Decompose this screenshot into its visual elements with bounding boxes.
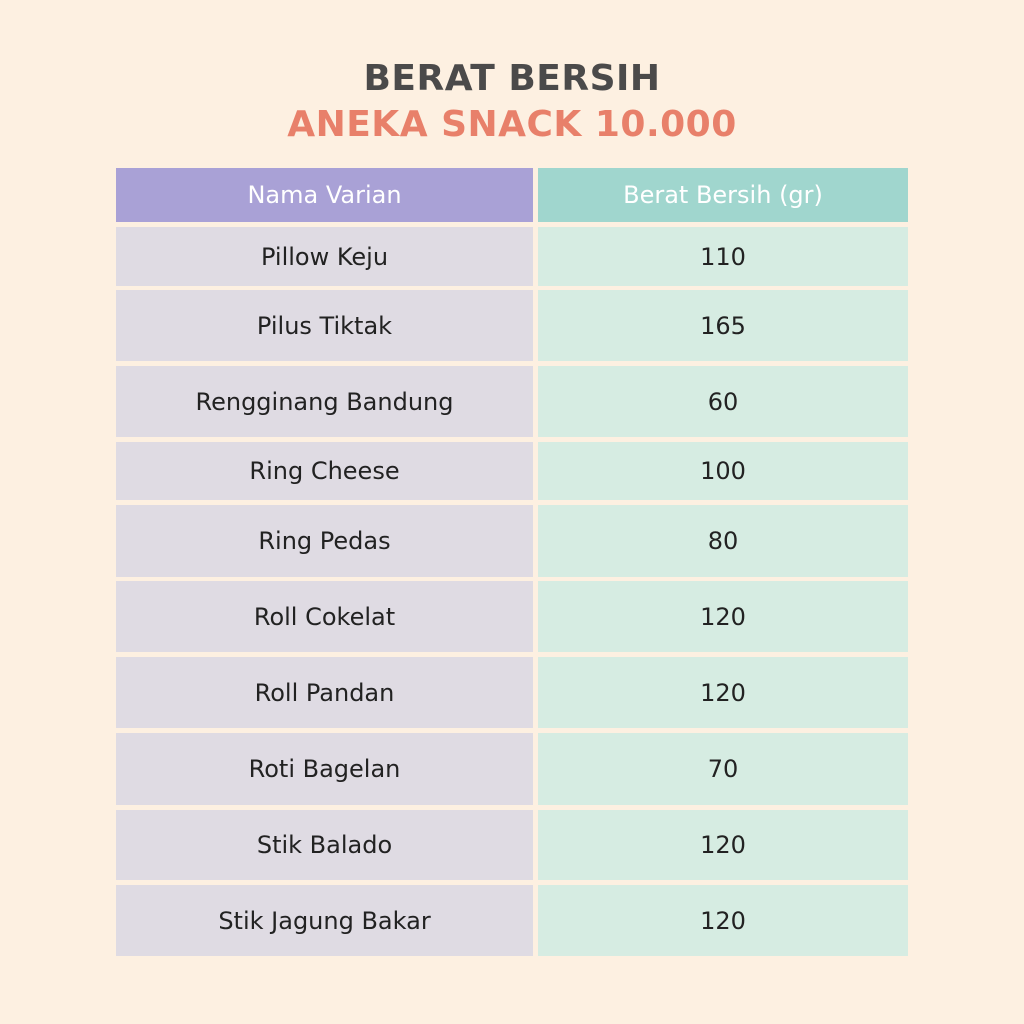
- variant-name-cell: Pillow Keju: [116, 227, 533, 286]
- variant-name-cell: Stik Balado: [116, 810, 533, 880]
- variant-name-cell: Rengginang Bandung: [116, 366, 533, 437]
- variant-name-cell: Ring Pedas: [116, 505, 533, 577]
- header-nama-varian: Nama Varian: [116, 168, 533, 222]
- title-line-1: BERAT BERSIH: [363, 58, 661, 99]
- variant-name-cell: Pilus Tiktak: [116, 290, 533, 361]
- variant-name-cell: Stik Jagung Bakar: [116, 885, 533, 956]
- net-weight-cell: 100: [538, 442, 908, 500]
- net-weight-cell: 80: [538, 505, 908, 577]
- net-weight-cell: 70: [538, 733, 908, 805]
- variant-name-cell: Roll Pandan: [116, 657, 533, 728]
- net-weight-cell: 165: [538, 290, 908, 361]
- variant-name-cell: Roll Cokelat: [116, 581, 533, 652]
- net-weight-cell: 120: [538, 810, 908, 880]
- variant-name-cell: Ring Cheese: [116, 442, 533, 500]
- variant-name-cell: Roti Bagelan: [116, 733, 533, 805]
- title-line-2: ANEKA SNACK 10.000: [287, 104, 737, 145]
- net-weight-cell: 120: [538, 581, 908, 652]
- net-weight-cell: 60: [538, 366, 908, 437]
- net-weight-cell: 120: [538, 885, 908, 956]
- net-weight-cell: 120: [538, 657, 908, 728]
- net-weight-cell: 110: [538, 227, 908, 286]
- header-berat-bersih: Berat Bersih (gr): [538, 168, 908, 222]
